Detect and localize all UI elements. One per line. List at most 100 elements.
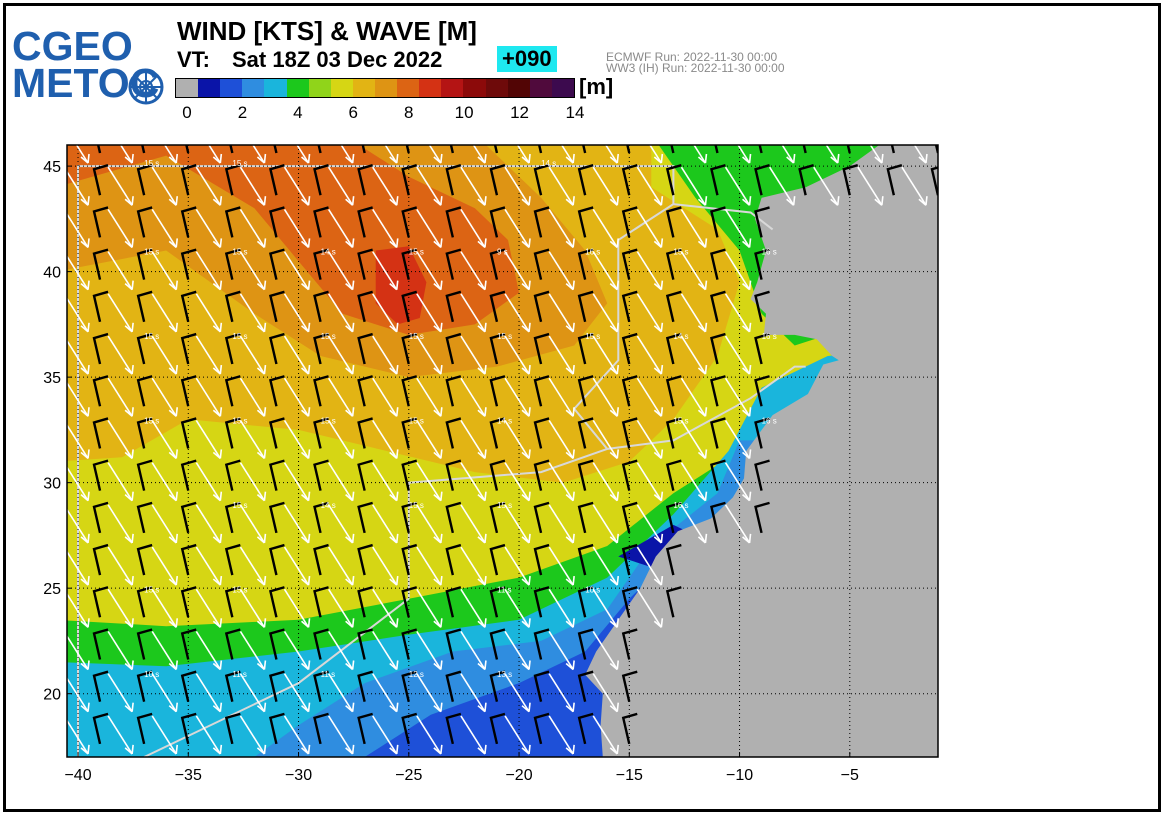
wave-arrowhead xyxy=(345,364,355,375)
wave-arrowhead xyxy=(830,196,840,206)
wind-barb xyxy=(621,417,638,449)
wind-barb xyxy=(313,628,329,660)
wind-barb xyxy=(92,164,109,196)
wave-arrowhead xyxy=(565,702,575,713)
colorbar-tick-label: 2 xyxy=(237,103,248,122)
wave-arrowhead xyxy=(256,491,267,502)
wave-arrowhead xyxy=(697,533,708,544)
wave-arrow xyxy=(327,420,354,459)
wind-barb xyxy=(577,586,594,618)
wind-barb xyxy=(754,164,770,196)
wave-arrowhead xyxy=(609,702,620,713)
wave-arrow xyxy=(460,631,486,670)
wave-arrow xyxy=(724,251,751,291)
wave-arrow xyxy=(327,208,354,248)
wave-period-label: 15 s xyxy=(673,248,688,257)
wave-arrowhead xyxy=(653,491,664,502)
wave-arrow xyxy=(548,631,574,670)
wave-period-label: 10 s xyxy=(585,585,600,594)
wave-arrow xyxy=(560,145,574,164)
wave-period-label: 15 s xyxy=(232,332,247,341)
wave-arrow xyxy=(460,377,486,417)
wave-arrow xyxy=(724,377,751,417)
wind-barb xyxy=(269,375,285,407)
wave-arrowhead xyxy=(653,407,664,417)
wave-arrow xyxy=(680,462,707,502)
wind-barb xyxy=(224,248,241,280)
wave-arrow xyxy=(592,504,618,544)
wave-arrow xyxy=(107,335,133,375)
wave-arrow xyxy=(107,208,133,248)
wave-arrow xyxy=(283,504,310,544)
wind-barb xyxy=(798,164,814,196)
wind-barb xyxy=(136,290,153,323)
y-tick-label: 45 xyxy=(43,159,61,176)
wave-arrowhead xyxy=(565,491,575,502)
wave-arrowhead xyxy=(345,660,355,671)
wave-arrow xyxy=(504,420,530,459)
wave-arrow xyxy=(67,381,89,417)
wind-barb xyxy=(577,332,594,365)
wave-period-label: 15 s xyxy=(321,332,336,341)
wind-barb xyxy=(136,248,153,280)
wave-arrow xyxy=(195,588,222,628)
wave-arrowhead xyxy=(168,575,179,586)
wave-arrowhead xyxy=(609,575,620,586)
wind-barb xyxy=(357,332,373,365)
wind-barb xyxy=(401,332,418,365)
wave-arrowhead xyxy=(301,153,311,164)
wind-barb xyxy=(357,164,373,196)
wave-arrowhead xyxy=(609,618,620,628)
wave-arrow xyxy=(327,715,354,755)
wave-arrow xyxy=(548,504,574,544)
wave-arrow xyxy=(693,145,707,164)
wind-barb xyxy=(621,459,638,491)
wave-arrowhead xyxy=(565,153,575,164)
wind-barb xyxy=(445,459,462,491)
wave-arrowhead xyxy=(433,575,443,586)
wind-barb xyxy=(489,712,506,745)
colorbar-tick-label: 12 xyxy=(510,103,530,122)
wave-period-label: 14 s xyxy=(673,332,688,341)
wind-barb xyxy=(621,501,638,534)
wind-barb xyxy=(665,332,682,365)
wave-arrowhead xyxy=(918,196,928,206)
wind-barb xyxy=(401,670,418,702)
wave-arrow xyxy=(283,251,310,291)
wave-arrow xyxy=(636,546,663,586)
wave-period-label: 15 s xyxy=(232,585,247,594)
wave-arrow xyxy=(283,462,310,502)
wind-barb xyxy=(269,417,285,449)
wave-arrow xyxy=(416,166,442,206)
wind-barb xyxy=(665,543,682,576)
wind-barb xyxy=(489,459,506,491)
wave-arrow xyxy=(163,145,177,164)
wind-barb xyxy=(357,375,373,407)
wave-arrow xyxy=(504,251,530,291)
wave-arrow xyxy=(768,166,795,206)
wave-arrowhead xyxy=(256,618,267,628)
wave-arrow xyxy=(239,588,266,628)
wave-arrowhead xyxy=(609,660,620,671)
wave-arrow xyxy=(107,462,133,502)
wave-arrowhead xyxy=(212,280,223,291)
colorbar-tick-label: 14 xyxy=(565,103,585,122)
wave-arrowhead xyxy=(521,491,531,502)
wind-barb xyxy=(710,375,726,407)
wind-barb xyxy=(754,501,770,534)
wind-barb xyxy=(621,290,638,323)
wave-arrowhead xyxy=(477,280,487,291)
wind-barb xyxy=(401,164,418,196)
wave-arrowhead xyxy=(433,238,443,249)
wave-arrowhead xyxy=(742,491,752,502)
wave-arrow xyxy=(592,462,618,502)
wave-arrow xyxy=(67,719,89,755)
wave-arrow xyxy=(151,588,177,628)
wave-period-labels: 15 s 15 s 14 s 15 s 15 s 14 s 15 s 9 s 16 s 15 s 1… xyxy=(144,159,777,679)
wave-arrow xyxy=(680,208,707,248)
wave-arrow xyxy=(372,293,398,333)
wave-arrowhead xyxy=(742,407,752,417)
wind-barb xyxy=(445,206,462,238)
wave-arrow xyxy=(239,166,266,206)
wave-arrowhead xyxy=(609,322,620,333)
